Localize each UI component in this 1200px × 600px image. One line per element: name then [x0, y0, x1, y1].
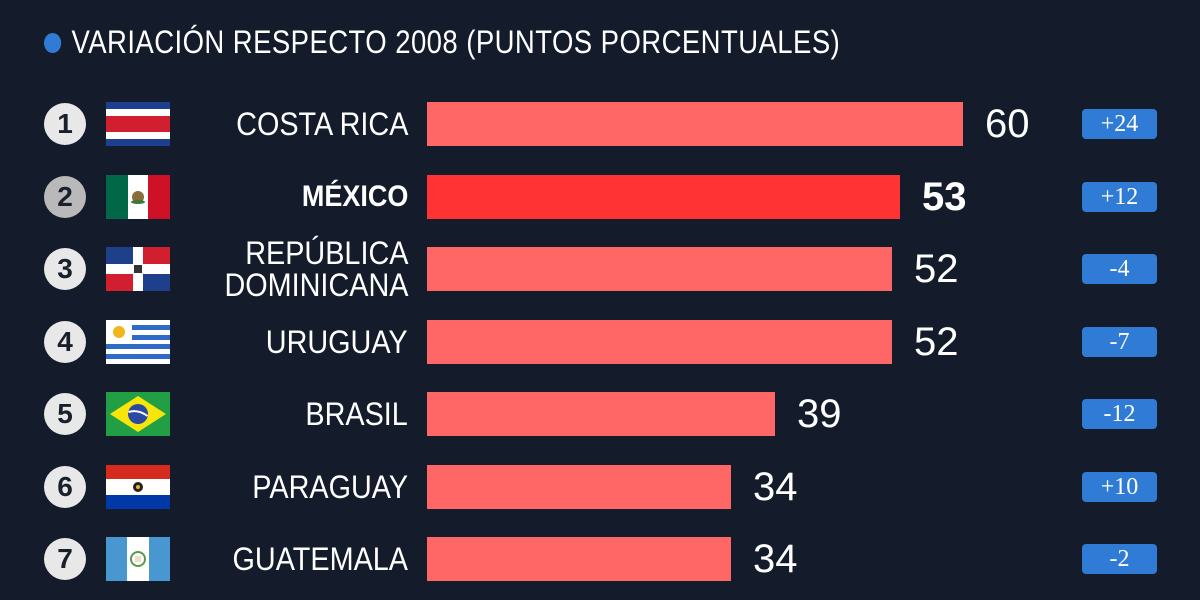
country-label: GUATEMALA [233, 537, 409, 581]
country-label: PARAGUAY [252, 465, 408, 509]
chart-row: 3 REPÚBLICA DOMINICANA 52 -4 [0, 237, 1200, 301]
change-badge: -2 [1082, 544, 1157, 574]
value-label: 39 [797, 392, 842, 436]
rank-badge: 6 [44, 465, 86, 508]
costa-rica-flag-icon [106, 102, 170, 146]
value-label: 60 [985, 102, 1030, 146]
chart-row: 2 MÉXICO 53 +12 [0, 174, 1200, 219]
country-label-line: REPÚBLICA [244, 235, 408, 271]
bar [427, 319, 892, 364]
country-label-line: GUATEMALA [232, 541, 409, 577]
country-label: BRASIL [306, 392, 408, 436]
value-label: 53 [922, 174, 967, 219]
chart-legend: VARIACIÓN RESPECTO 2008 (PUNTOS PORCENTU… [44, 24, 840, 61]
country-label-line: DOMINICANA [223, 267, 408, 303]
mexico-flag-icon [106, 174, 170, 219]
chart-row: 5 BRASIL 39 -12 [0, 392, 1200, 436]
country-label: MÉXICO [301, 175, 408, 219]
chart-row: 1 COSTA RICA 60 +24 [0, 102, 1200, 146]
country-label-line: URUGUAY [266, 323, 408, 360]
change-badge: -7 [1082, 326, 1157, 357]
country-label: COSTA RICA [236, 102, 408, 146]
bar [427, 102, 963, 146]
change-badge: -12 [1082, 399, 1157, 429]
value-label: 52 [914, 247, 959, 291]
country-label-line: MÉXICO [301, 179, 408, 213]
rank-badge: 3 [44, 248, 86, 290]
rank-badge: 5 [44, 393, 86, 435]
paraguay-flag-icon [106, 464, 170, 509]
uruguay-flag-icon [106, 319, 170, 364]
change-badge: +24 [1082, 109, 1157, 139]
bar [427, 464, 731, 509]
country-label: URUGUAY [266, 320, 408, 364]
rank-badge: 7 [44, 538, 86, 580]
change-badge: +12 [1082, 181, 1157, 212]
rank-badge: 1 [44, 103, 86, 145]
country-label-line: PARAGUAY [252, 468, 408, 505]
value-label: 34 [753, 464, 798, 509]
bar [427, 392, 775, 436]
bar [427, 537, 731, 581]
chart-row: 7 GUATEMALA 34 -2 [0, 537, 1200, 581]
value-label: 34 [753, 537, 798, 581]
value-label: 52 [914, 319, 959, 364]
legend-label: VARIACIÓN RESPECTO 2008 (PUNTOS PORCENTU… [71, 24, 841, 60]
rank-badge: 2 [44, 175, 86, 218]
rank-badge: 4 [44, 320, 86, 363]
change-badge: +10 [1082, 471, 1157, 502]
legend-dot-icon [44, 32, 62, 53]
bar [427, 174, 900, 219]
brazil-flag-icon [106, 392, 170, 436]
country-label-line: BRASIL [305, 396, 408, 432]
chart-row: 6 PARAGUAY 34 +10 [0, 464, 1200, 509]
guatemala-flag-icon [106, 537, 170, 581]
chart-row: 4 URUGUAY 52 -7 [0, 319, 1200, 364]
dominican-republic-flag-icon [106, 247, 170, 291]
country-label-line: COSTA RICA [235, 106, 408, 142]
bar [427, 247, 892, 291]
change-badge: -4 [1082, 254, 1157, 284]
country-label: REPÚBLICA DOMINICANA [224, 237, 408, 301]
